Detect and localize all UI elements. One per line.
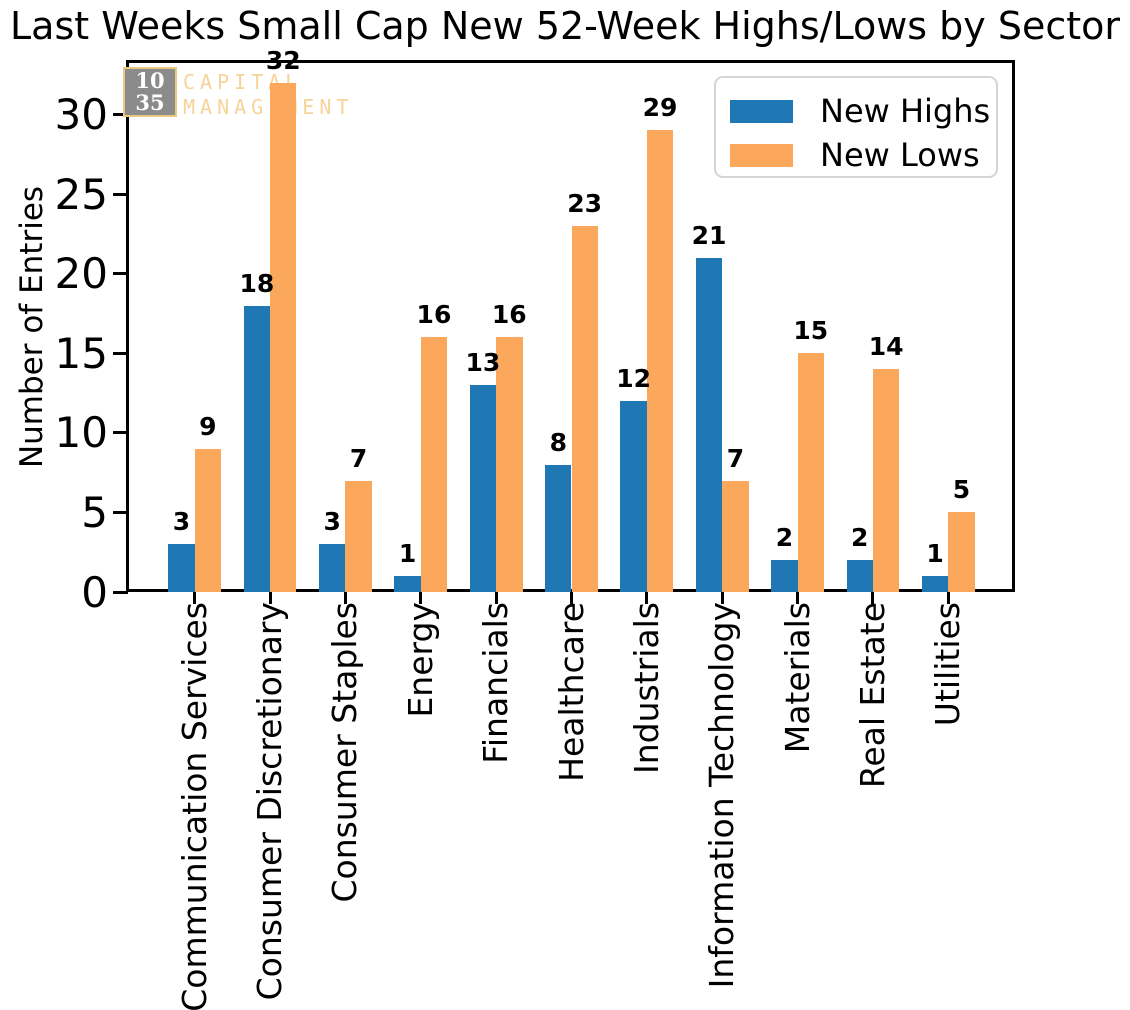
bar-new-lows	[571, 225, 598, 592]
bar-new-lows	[948, 512, 975, 592]
y-tick-label: 0	[81, 567, 108, 617]
bar-value-label: 12	[616, 364, 652, 393]
bar-value-label: 18	[239, 268, 275, 298]
watermark-logo-number-top: 10	[135, 68, 165, 93]
x-tick-mark	[946, 592, 950, 604]
chart-title: Last Weeks Small Cap New 52-Week Highs/L…	[10, 4, 1121, 48]
x-tick-mark	[268, 592, 272, 604]
bar-new-lows	[194, 448, 222, 592]
bar-value-label: 29	[642, 93, 678, 123]
bar-value-label: 3	[323, 507, 341, 537]
y-tick-mark	[113, 113, 128, 117]
y-tick-mark	[113, 590, 128, 594]
bar-value-label: 7	[726, 443, 745, 473]
bar-new-lows	[270, 82, 297, 592]
x-tick-label: Communication Services	[174, 602, 214, 1010]
bar-value-label: 16	[491, 300, 527, 330]
legend-swatch	[730, 99, 793, 123]
bar-value-label: 23	[567, 188, 603, 218]
watermark-logo-box: 10 35	[123, 67, 177, 117]
x-tick-label: Utilities	[928, 602, 968, 727]
legend-swatch	[730, 143, 793, 167]
bar-value-label: 21	[691, 220, 727, 250]
y-tick-mark	[113, 192, 128, 196]
y-tick-label: 15	[54, 328, 108, 378]
bar-new-lows	[797, 353, 824, 592]
x-tick-label: Healthcare	[551, 602, 591, 782]
y-tick-mark	[113, 351, 128, 355]
x-tick-label: Real Estate	[852, 602, 892, 789]
bar-new-highs	[469, 385, 497, 592]
bar-new-lows	[646, 130, 674, 592]
bar-new-highs	[545, 464, 572, 592]
bar-value-label: 7	[349, 443, 368, 473]
x-tick-mark	[796, 592, 800, 604]
bar-value-label: 14	[868, 332, 904, 362]
x-tick-label: Materials	[777, 602, 817, 754]
bar-value-label: 2	[851, 523, 869, 553]
bar-new-lows	[420, 337, 448, 592]
legend-item: New Lows	[730, 133, 996, 177]
bar-new-lows	[722, 480, 749, 592]
bar-new-highs	[620, 401, 647, 592]
y-tick-mark	[113, 431, 128, 435]
bar-value-label: 1	[926, 539, 944, 569]
y-tick-label: 30	[54, 90, 108, 140]
x-tick-label: Consumer Discretionary	[250, 602, 290, 1001]
x-tick-mark	[570, 592, 573, 604]
bar-new-lows	[496, 337, 523, 592]
bar-value-label: 16	[416, 300, 452, 330]
bar-value-label: 3	[172, 507, 191, 537]
bar-new-highs	[168, 544, 195, 592]
bar-new-highs	[846, 560, 873, 592]
watermark-company-line2: MANAGEMENT	[183, 95, 354, 119]
bar-value-label: 8	[549, 427, 567, 457]
x-tick-label: Energy	[400, 602, 440, 718]
x-tick-mark	[419, 592, 423, 604]
y-tick-label: 20	[54, 249, 108, 299]
legend-label: New Highs	[820, 92, 991, 130]
x-tick-mark	[494, 592, 498, 604]
bar-value-label: 1	[398, 539, 417, 569]
x-tick-mark	[343, 592, 347, 604]
watermark-company-name: CAPITAL MANAGEMENT	[183, 67, 353, 123]
x-tick-label: Financials	[476, 602, 516, 764]
bar-value-label: 15	[793, 316, 829, 346]
bar-new-lows	[345, 480, 372, 592]
bar-new-highs	[319, 544, 346, 592]
y-tick-mark	[113, 272, 128, 276]
legend-label: New Lows	[820, 136, 980, 174]
bar-value-label: 5	[952, 475, 971, 505]
legend-item: New Highs	[730, 89, 996, 133]
bar-value-label: 13	[465, 348, 501, 378]
watermark-logo-number-bottom: 35	[135, 90, 165, 115]
bar-new-lows	[872, 369, 900, 592]
watermark: 10 35 CAPITAL MANAGEMENT	[123, 67, 353, 123]
x-tick-mark	[645, 592, 649, 604]
bar-new-highs	[695, 257, 723, 592]
bar-value-label: 2	[775, 523, 794, 553]
bar-new-highs	[771, 560, 798, 592]
bar-new-highs	[243, 305, 271, 592]
legend: New Highs New Lows	[714, 76, 998, 178]
bar-new-highs	[394, 576, 421, 592]
y-tick-label: 10	[54, 408, 108, 458]
y-tick-label: 25	[54, 169, 108, 219]
x-tick-mark	[871, 592, 875, 604]
bar-value-label: 32	[265, 45, 301, 75]
x-tick-label: Consumer Staples	[325, 602, 365, 903]
x-tick-mark	[193, 592, 197, 604]
y-tick-label: 5	[81, 487, 108, 537]
x-tick-mark	[720, 592, 724, 604]
bar-value-label: 9	[199, 411, 217, 441]
y-tick-mark	[113, 510, 128, 514]
bar-new-highs	[921, 576, 949, 592]
x-tick-label: Information Technology	[702, 602, 742, 989]
x-tick-label: Industrials	[626, 602, 666, 774]
